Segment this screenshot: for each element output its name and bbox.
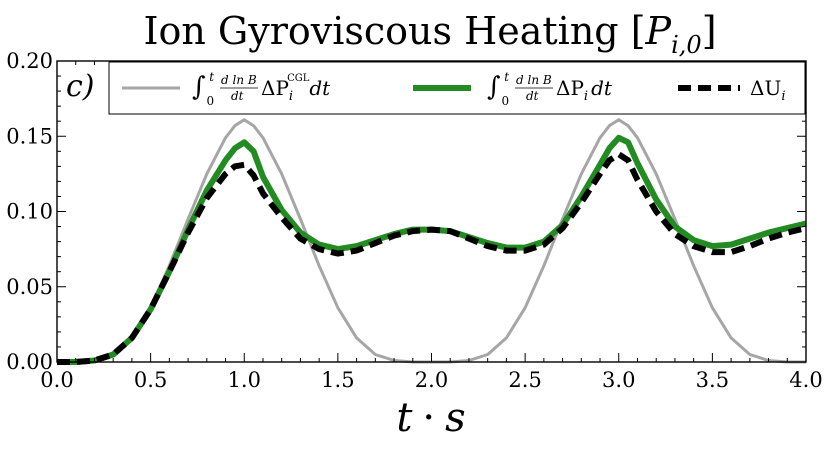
- x-tick-label: 2.5: [508, 368, 541, 392]
- x-tick-label: 1.0: [228, 368, 261, 392]
- panel-label: c): [66, 69, 95, 104]
- plot-lines: [57, 118, 807, 365]
- x-tick-label: 0.0: [40, 368, 73, 392]
- x-axis-label: t · s: [396, 395, 465, 441]
- x-tick-label: 2.0: [415, 368, 448, 392]
- legend-expr-dp: ΔPi dt: [556, 76, 613, 104]
- y-tick-label: 0.20: [6, 49, 53, 73]
- y-tick-label: 0.05: [6, 275, 53, 299]
- legend-label-dp: ∫0t: [487, 70, 509, 108]
- chart-title: Ion Gyroviscous Heating [Pi,0]: [143, 9, 716, 59]
- legend-frac-den-cgl: dt: [231, 89, 244, 103]
- x-tick-label: 3.5: [696, 368, 729, 392]
- legend: ∫0t d ln B dt ΔPiCGLdt ∫0t d ln B dt ΔPi…: [108, 61, 806, 115]
- y-tick-label: 0.10: [6, 200, 53, 224]
- y-tick-label: 0.00: [6, 350, 53, 374]
- axis-tick-labels: 0.0 0.5 1.0 1.5 2.0 2.5 3.0 3.5 4.0 0.00 0.05 0.10 0…: [6, 49, 822, 392]
- y-tick-label: 0.15: [6, 124, 53, 148]
- x-tick-label: 3.0: [602, 368, 635, 392]
- legend-frac-num-cgl: d ln B: [221, 73, 257, 87]
- legend-frac-den-dp: dt: [526, 89, 539, 103]
- legend-label-cgl: ∫0t: [192, 70, 214, 108]
- series-line-2: [57, 151, 807, 365]
- x-tick-label: 1.5: [321, 368, 354, 392]
- legend-expr-cgl: ΔPiCGLdt: [261, 73, 331, 104]
- legend-label-du: ΔUi: [750, 76, 785, 104]
- legend-frac-num-dp: d ln B: [516, 73, 552, 87]
- series-line-1: [57, 134, 807, 365]
- x-tick-label: 0.5: [134, 368, 167, 392]
- x-tick-label: 4.0: [789, 368, 822, 392]
